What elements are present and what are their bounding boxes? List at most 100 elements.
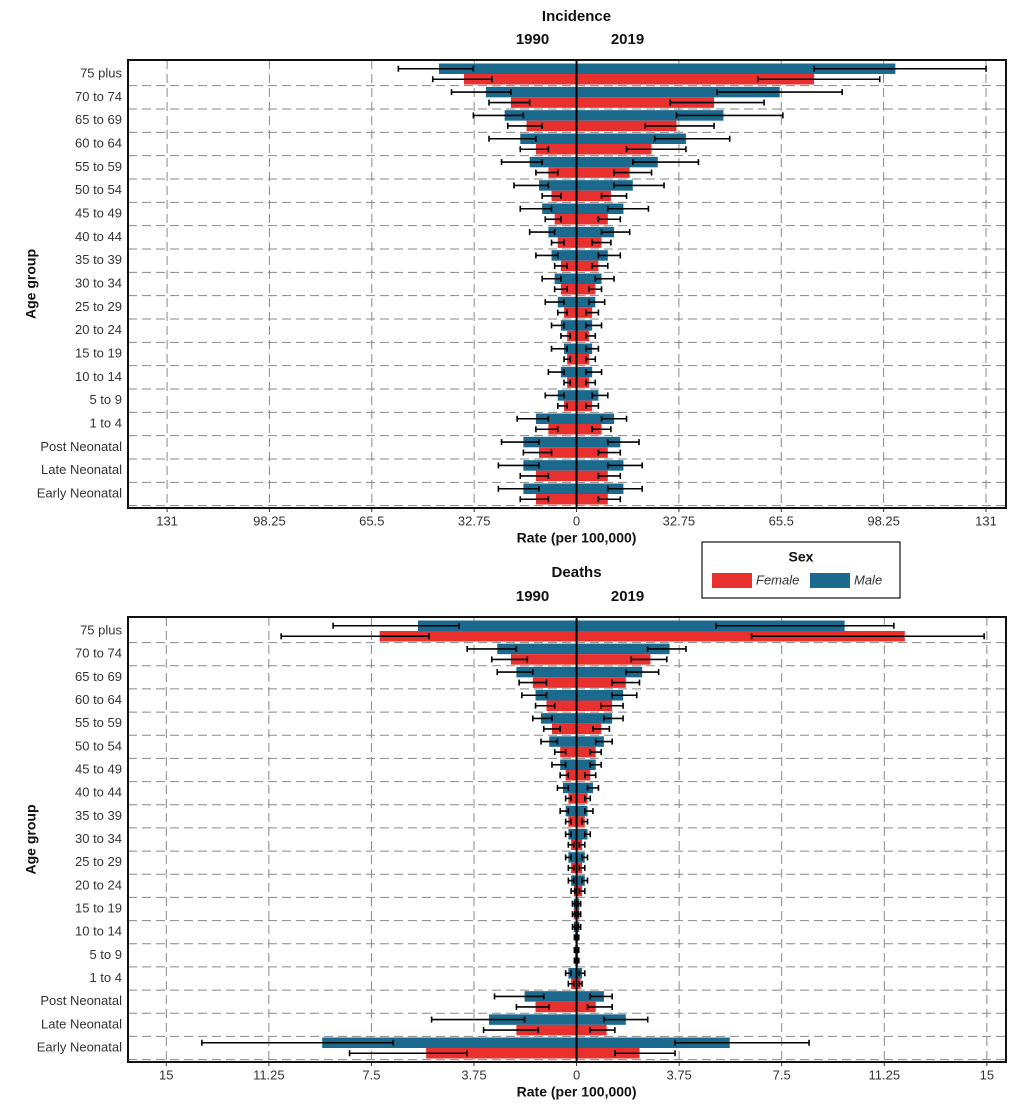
bar xyxy=(535,144,577,155)
error-bar xyxy=(553,749,567,756)
y-tick-label: 15 to 19 xyxy=(75,345,122,360)
bar xyxy=(576,447,608,458)
bar xyxy=(523,460,577,471)
error-bar xyxy=(550,345,568,352)
error-bar xyxy=(559,808,570,815)
error-bar xyxy=(482,1027,540,1034)
x-tick-label: 98.25 xyxy=(253,513,286,528)
y-tick-label: 50 to 54 xyxy=(75,738,122,753)
bar xyxy=(539,180,577,191)
bar xyxy=(576,226,615,238)
y-axis-label: Age group xyxy=(23,249,39,319)
left-title: 1990 xyxy=(516,588,549,605)
bar xyxy=(576,377,590,388)
y-tick-label: 55 to 59 xyxy=(75,715,122,730)
bar xyxy=(542,203,577,214)
error-bar xyxy=(519,496,550,503)
x-tick-label: 0 xyxy=(573,1067,580,1082)
bar xyxy=(576,343,593,354)
error-bar xyxy=(583,772,597,779)
bar xyxy=(576,330,590,342)
error-bar xyxy=(544,299,565,306)
legend-label: Female xyxy=(756,572,799,587)
bar xyxy=(560,759,577,770)
y-tick-label: 10 to 14 xyxy=(75,924,122,939)
bar xyxy=(576,284,596,295)
bar xyxy=(576,677,626,688)
y-tick-label: 40 to 44 xyxy=(75,785,122,800)
error-bar xyxy=(542,725,561,732)
chart-title: Incidence xyxy=(542,8,611,25)
bar xyxy=(576,250,608,261)
error-bar xyxy=(488,99,531,106)
y-tick-label: 35 to 39 xyxy=(75,252,122,267)
bar xyxy=(568,793,577,804)
error-bar xyxy=(472,112,525,119)
bar xyxy=(576,307,593,318)
error-bar xyxy=(576,947,580,954)
bar xyxy=(576,424,602,435)
bar xyxy=(576,203,624,214)
x-tick-label: 65.5 xyxy=(769,513,794,528)
error-bar xyxy=(586,1003,613,1010)
right-title: 2019 xyxy=(611,588,644,605)
chart-title: Deaths xyxy=(552,564,602,581)
error-bar xyxy=(586,784,600,791)
error-bar xyxy=(534,702,556,709)
error-bar xyxy=(646,645,687,652)
x-tick-label: 3.75 xyxy=(666,1067,691,1082)
bar xyxy=(535,413,577,424)
bar xyxy=(539,447,577,458)
error-bar xyxy=(550,239,565,246)
x-axis-label: Rate (per 100,000) xyxy=(517,530,637,546)
error-bar xyxy=(578,980,583,987)
error-bar xyxy=(653,135,731,142)
bar xyxy=(535,690,577,701)
bar xyxy=(576,260,599,272)
y-tick-label: 45 to 49 xyxy=(75,761,122,776)
bar xyxy=(567,377,577,388)
bar xyxy=(576,875,585,886)
bar xyxy=(568,852,577,863)
y-tick-label: 1 to 4 xyxy=(89,970,122,985)
y-tick-label: 25 to 29 xyxy=(75,854,122,869)
error-bar xyxy=(490,656,529,663)
error-bar xyxy=(675,112,784,119)
error-bar xyxy=(528,229,556,236)
error-bar xyxy=(630,656,668,663)
bar xyxy=(576,1014,626,1025)
error-bar xyxy=(600,192,628,199)
error-bar xyxy=(581,818,589,825)
error-bar xyxy=(597,216,622,223)
bar xyxy=(554,214,577,225)
error-bar xyxy=(430,1016,526,1023)
bar xyxy=(576,86,780,98)
bar xyxy=(576,494,608,505)
error-bar xyxy=(585,345,600,352)
error-bar xyxy=(535,169,559,176)
bar xyxy=(548,167,577,178)
bar xyxy=(557,237,577,248)
bar xyxy=(548,424,577,435)
x-tick-label: 32.75 xyxy=(458,513,491,528)
bar xyxy=(576,110,724,121)
error-bar xyxy=(577,911,582,918)
bar xyxy=(535,470,577,482)
error-bar xyxy=(564,854,572,861)
error-bar xyxy=(589,1027,616,1034)
error-bar xyxy=(573,934,577,941)
y-tick-label: 5 to 9 xyxy=(89,392,122,407)
error-bar xyxy=(591,426,612,433)
bar xyxy=(510,97,577,108)
error-bar xyxy=(535,426,559,433)
bar xyxy=(549,736,577,747)
legend-title: Sex xyxy=(789,549,814,565)
bar xyxy=(576,746,596,758)
y-tick-label: 5 to 9 xyxy=(89,947,122,962)
error-bar xyxy=(594,275,615,282)
x-tick-label: 15 xyxy=(980,1067,994,1082)
bar xyxy=(576,273,602,284)
bar xyxy=(576,793,588,804)
left-title: 1990 xyxy=(516,31,549,48)
legend-swatch xyxy=(712,573,752,588)
